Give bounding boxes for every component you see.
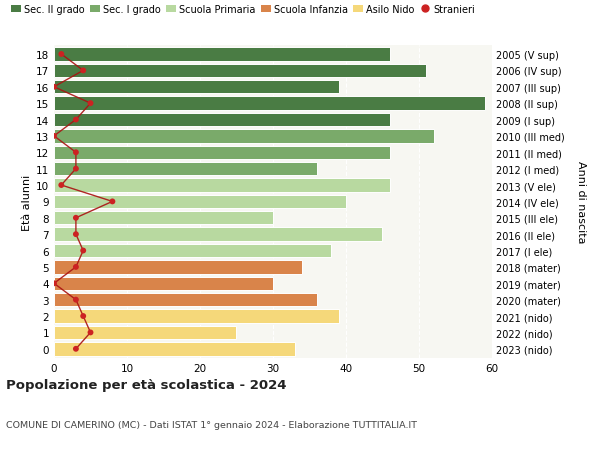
Legend: Sec. II grado, Sec. I grado, Scuola Primaria, Scuola Infanzia, Asilo Nido, Stran: Sec. II grado, Sec. I grado, Scuola Prim… <box>11 5 475 15</box>
Bar <box>54 326 236 339</box>
Point <box>71 231 81 238</box>
Point <box>71 297 81 304</box>
Point <box>71 263 81 271</box>
Bar <box>54 146 390 160</box>
Point <box>71 215 81 222</box>
Bar <box>54 97 485 111</box>
Point <box>49 133 59 140</box>
Point <box>79 67 88 75</box>
Bar <box>54 342 295 356</box>
Bar <box>54 162 317 176</box>
Point <box>56 182 66 189</box>
Point <box>79 247 88 255</box>
Point <box>86 100 95 107</box>
Bar <box>54 81 338 94</box>
Bar <box>54 212 273 225</box>
Point <box>86 329 95 336</box>
Point <box>79 313 88 320</box>
Text: COMUNE DI CAMERINO (MC) - Dati ISTAT 1° gennaio 2024 - Elaborazione TUTTITALIA.I: COMUNE DI CAMERINO (MC) - Dati ISTAT 1° … <box>6 420 417 429</box>
Point <box>71 345 81 353</box>
Bar <box>54 48 390 62</box>
Point <box>71 149 81 157</box>
Point <box>107 198 117 206</box>
Bar <box>54 244 331 257</box>
Bar <box>54 130 434 143</box>
Point <box>49 84 59 91</box>
Bar <box>54 228 383 241</box>
Bar <box>54 261 302 274</box>
Bar <box>54 113 390 127</box>
Y-axis label: Anni di nascita: Anni di nascita <box>576 161 586 243</box>
Point <box>49 280 59 287</box>
Bar <box>54 293 317 307</box>
Bar <box>54 277 273 291</box>
Point <box>71 166 81 173</box>
Bar <box>54 179 390 192</box>
Bar <box>54 195 346 209</box>
Point <box>71 117 81 124</box>
Point <box>56 51 66 59</box>
Bar <box>54 310 338 323</box>
Bar <box>54 65 426 78</box>
Y-axis label: Età alunni: Età alunni <box>22 174 32 230</box>
Text: Popolazione per età scolastica - 2024: Popolazione per età scolastica - 2024 <box>6 378 287 391</box>
